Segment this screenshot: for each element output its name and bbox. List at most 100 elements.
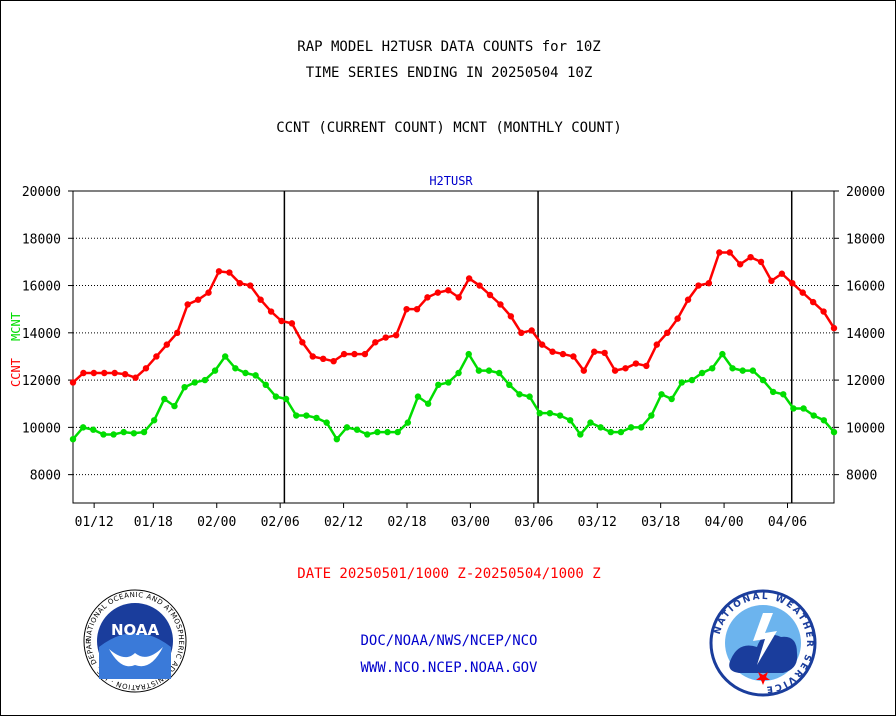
mcnt-point	[577, 431, 584, 438]
ccnt-point	[299, 339, 306, 346]
ccnt-point	[601, 349, 608, 357]
ccnt-point	[736, 261, 744, 268]
x-tick-label: 02/12	[324, 515, 363, 530]
mcnt-point	[211, 367, 219, 374]
y-tick-label: 8000	[846, 469, 877, 484]
mcnt-point	[678, 379, 685, 386]
mcnt-point	[303, 412, 310, 419]
mcnt-point	[749, 367, 757, 374]
mcnt-point	[729, 365, 736, 372]
ccnt-point	[611, 367, 619, 374]
ccnt-point	[507, 313, 515, 320]
ccnt-point	[247, 282, 254, 289]
ccnt-point	[789, 279, 796, 287]
ccnt-point	[747, 253, 754, 261]
ccnt-point	[486, 291, 494, 299]
ccnt-point	[69, 379, 77, 386]
mcnt-point	[353, 426, 361, 433]
mcnt-point	[800, 405, 807, 412]
mcnt-point	[475, 367, 483, 374]
ccnt-point	[121, 370, 129, 378]
ccnt-point	[809, 298, 817, 306]
mcnt-point	[709, 365, 716, 372]
mcnt-point	[181, 383, 188, 391]
ccnt-point	[434, 289, 442, 296]
ccnt-point	[757, 258, 765, 266]
mcnt-point	[394, 428, 401, 436]
ccnt-point	[194, 296, 202, 303]
mcnt-point	[566, 417, 574, 424]
ccnt-line	[72, 251, 836, 384]
mcnt-point	[110, 431, 117, 438]
mcnt-point	[597, 424, 604, 431]
ccnt-point	[445, 287, 452, 294]
date-range: DATE 20250501/1000 Z-20250504/1000 Z	[297, 566, 601, 582]
mcnt-point	[658, 391, 665, 398]
mcnt-point	[140, 428, 148, 436]
x-tick-label: 02/18	[387, 515, 426, 530]
ccnt-point	[142, 365, 150, 372]
y-tick-label: 10000	[22, 421, 61, 436]
ccnt-point	[538, 341, 546, 348]
ccnt-point	[215, 268, 223, 275]
ccnt-point	[111, 369, 118, 377]
mcnt-point	[739, 367, 746, 374]
ccnt-point	[319, 355, 327, 363]
mcnt-point	[790, 405, 797, 412]
mcnt-point	[556, 412, 564, 419]
noaa-logo-icon: NATIONAL OCEANIC AND ATMOSPHERIC ADMINIS…	[81, 589, 187, 693]
ccnt-point	[403, 305, 410, 313]
mcnt-point	[688, 376, 696, 384]
mcnt-point	[79, 424, 87, 431]
y-tick-label: 12000	[846, 374, 885, 389]
y-tick-label: 20000	[846, 185, 885, 200]
y-tick-label: 8000	[30, 469, 61, 484]
mcnt-point	[333, 435, 341, 443]
ccnt-point	[184, 301, 191, 308]
ccnt-point	[716, 249, 723, 256]
ccnt-point	[361, 350, 369, 358]
y-tick-label: 16000	[22, 280, 61, 295]
mcnt-point	[780, 391, 787, 398]
mcnt-point	[617, 428, 625, 436]
ccnt-point	[591, 348, 598, 355]
mcnt-point	[424, 400, 432, 407]
ccnt-point	[226, 269, 233, 276]
x-axis: 01/12 01/18 02/00 02/06 02/12 02/18 03/00 03/06…	[75, 503, 807, 530]
ccnt-point	[163, 341, 171, 348]
ccnt-point	[132, 374, 139, 381]
ccnt-point	[372, 339, 379, 346]
mcnt-point	[222, 353, 229, 360]
header-line-3: CCNT (CURRENT COUNT) MCNT (MONTHLY COUNT…	[276, 120, 622, 136]
ccnt-point	[330, 357, 337, 365]
ccnt-point	[80, 369, 87, 377]
mcnt-point	[607, 428, 614, 436]
y-tick-label: 16000	[846, 280, 885, 295]
mcnt-point	[506, 381, 513, 389]
ccnt-point	[632, 360, 640, 367]
ccnt-point	[205, 289, 212, 296]
ccnt-point	[309, 353, 316, 360]
mcnt-point	[769, 388, 777, 396]
mcnt-point	[627, 424, 635, 431]
y-label-ccnt: CCNT	[9, 358, 23, 387]
mcnt-point	[435, 381, 442, 389]
series-ccnt	[69, 249, 838, 386]
day-separator-lines	[283, 191, 793, 503]
x-tick-label: 04/06	[768, 515, 807, 530]
mcnt-point	[384, 428, 391, 436]
x-tick-label: 02/06	[261, 515, 300, 530]
y-axis-right: 8000 10000 12000 14000 16000 18000 20000	[834, 185, 885, 484]
mcnt-point	[546, 409, 554, 417]
x-tick-label: 04/00	[705, 515, 744, 530]
x-tick-label: 03/18	[641, 515, 680, 530]
mcnt-point	[445, 379, 452, 386]
mcnt-point	[161, 395, 168, 403]
mcnt-point	[719, 350, 726, 358]
mcnt-point	[282, 395, 290, 403]
website-link[interactable]: WWW.NCO.NCEP.NOAA.GOV	[360, 660, 538, 676]
ccnt-point	[153, 353, 160, 360]
ccnt-point	[518, 329, 525, 337]
x-tick-label: 01/12	[75, 515, 114, 530]
noaa-logo-text: NOAA	[111, 621, 160, 639]
